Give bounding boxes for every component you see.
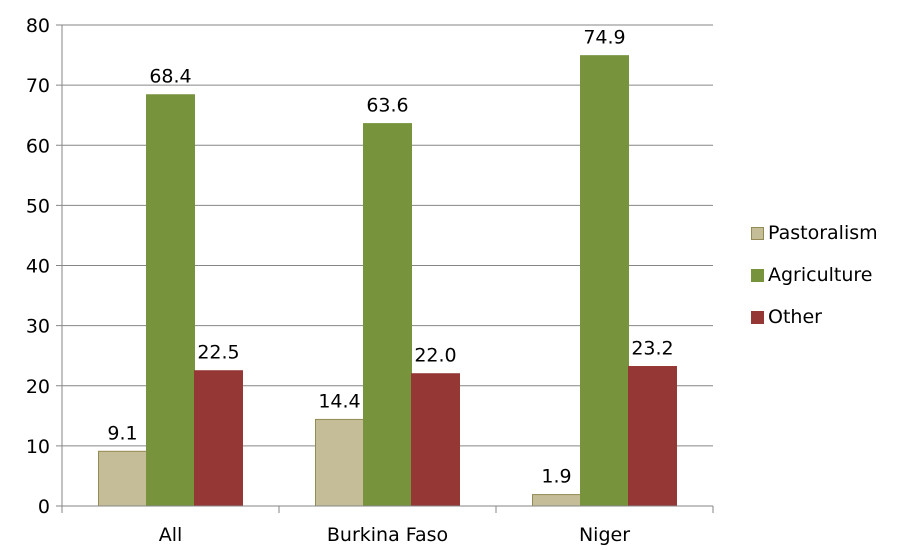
x-tick-label: All (159, 524, 183, 546)
data-label: 74.9 (583, 27, 625, 49)
legend-swatch-agriculture (751, 268, 764, 282)
bar-pastoralism-niger (532, 494, 581, 507)
data-label: 68.4 (149, 66, 191, 88)
bar-pastoralism-all (98, 450, 147, 507)
legend-label-agriculture: Agriculture (768, 264, 873, 286)
data-label: 9.1 (107, 422, 137, 444)
data-label: 1.9 (541, 466, 571, 488)
y-tick-label: 30 (26, 316, 50, 338)
legend-item-pastoralism: Pastoralism (751, 222, 878, 244)
data-label: 22.5 (197, 342, 239, 364)
data-labels: 9.1 68.4 22.5 14.4 63.6 22.0 1.9 74.9 23.2 (107, 27, 673, 488)
x-axis: All Burkina Faso Niger (61, 505, 714, 546)
y-tick-label: 50 (26, 195, 50, 217)
y-tick-label: 0 (38, 496, 50, 518)
legend-swatch-pastoralism (751, 226, 764, 240)
bar-other-burkina-faso (411, 373, 460, 507)
legend-item-other: Other (751, 306, 878, 328)
legend: Pastoralism Agriculture Other (751, 222, 878, 348)
bar-agriculture-all (146, 94, 195, 507)
y-axis: 0 10 20 30 40 50 60 70 80 (26, 15, 63, 518)
y-tick-label: 60 (26, 135, 50, 157)
bar-pastoralism-burkina-faso (315, 418, 364, 507)
y-tick-label: 10 (26, 436, 50, 458)
y-tick-label: 80 (26, 15, 50, 37)
bars (98, 55, 677, 507)
y-tick-label: 70 (26, 75, 50, 97)
bar-other-all (194, 370, 243, 507)
legend-swatch-other (751, 310, 764, 324)
x-tick-label: Niger (579, 524, 630, 546)
data-label: 14.4 (318, 390, 360, 412)
y-tick-label: 20 (26, 376, 50, 398)
legend-item-agriculture: Agriculture (751, 264, 878, 286)
legend-label-other: Other (768, 306, 822, 328)
x-tick-label: Burkina Faso (327, 524, 448, 546)
y-tick-label: 40 (26, 256, 50, 278)
bar-agriculture-burkina-faso (363, 123, 412, 507)
data-label: 23.2 (631, 338, 673, 360)
bar-agriculture-niger (580, 55, 629, 507)
legend-label-pastoralism: Pastoralism (768, 222, 878, 244)
bar-other-niger (628, 366, 677, 507)
data-label: 22.0 (414, 345, 456, 367)
data-label: 63.6 (366, 95, 408, 117)
